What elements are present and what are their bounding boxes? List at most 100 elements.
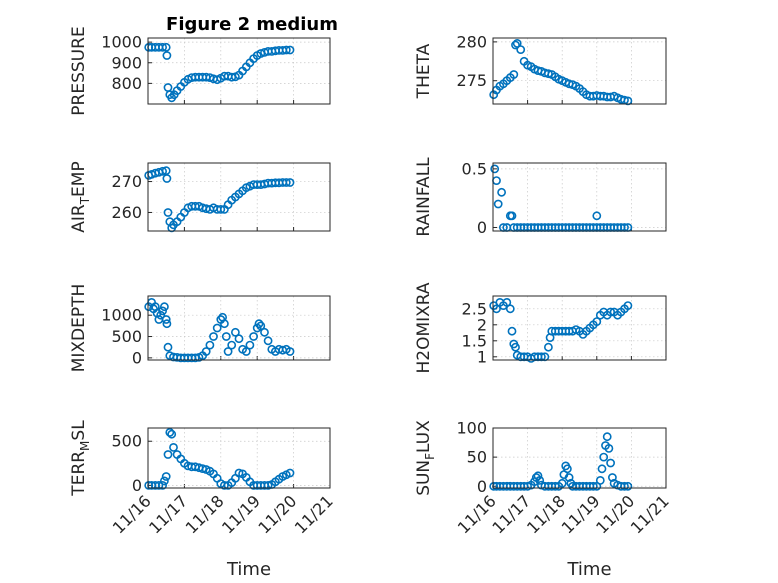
data-point-sun_flux bbox=[563, 464, 572, 474]
y-tick-label: 500 bbox=[111, 327, 142, 346]
data-point-air_temp bbox=[158, 166, 167, 176]
data-point-mixdepth bbox=[212, 323, 222, 333]
data-point-sun_flux bbox=[606, 458, 615, 468]
data-point-h2omixra bbox=[511, 342, 520, 352]
y-label-subscript: T bbox=[78, 196, 92, 205]
data-point-rainfall bbox=[490, 164, 500, 174]
data-point-air_temp bbox=[163, 208, 173, 217]
y-tick-label: 0 bbox=[477, 477, 487, 496]
data-point-sun_flux bbox=[597, 464, 607, 474]
data-point-mixdepth bbox=[254, 319, 264, 329]
data-point-mixdepth bbox=[245, 340, 255, 350]
data-point-h2omixra bbox=[507, 326, 517, 336]
data-point-sun_flux bbox=[602, 432, 612, 442]
data-point-terr_msl bbox=[219, 480, 229, 490]
y-tick-label: 1000 bbox=[101, 306, 142, 325]
data-point-mixdepth bbox=[159, 302, 169, 312]
data-point-sun_flux bbox=[535, 475, 545, 485]
data-point-terr_msl bbox=[263, 480, 273, 490]
axes-frame bbox=[147, 37, 331, 105]
data-point-sun_flux bbox=[595, 475, 605, 485]
y-tick-label: 0 bbox=[132, 476, 142, 495]
y-tick-label: 50 bbox=[467, 448, 487, 467]
figure-title: Figure 2 medium bbox=[166, 14, 338, 35]
data-point-mixdepth bbox=[249, 332, 258, 341]
data-point-theta bbox=[516, 45, 526, 54]
axes-theta: 275 280 THETA bbox=[414, 32, 667, 106]
data-point-pressure bbox=[161, 42, 171, 52]
axes-frame bbox=[147, 295, 331, 361]
data-point-terr_msl bbox=[154, 480, 164, 490]
data-point-h2omixra bbox=[606, 307, 615, 317]
data-point-mixdepth bbox=[205, 340, 215, 350]
y-tick-label: 900 bbox=[111, 53, 142, 72]
axes-rainfall: 0 0.5 RAINFALL bbox=[414, 157, 667, 237]
axes-frame bbox=[147, 427, 331, 489]
data-point-terr_msl bbox=[165, 427, 175, 437]
data-point-h2omixra bbox=[505, 304, 515, 314]
data-point-sun_flux bbox=[623, 481, 633, 491]
y-label-suffix: EMP bbox=[69, 161, 89, 197]
data-point-pressure bbox=[162, 51, 172, 60]
data-point-rainfall bbox=[493, 199, 503, 209]
data-point-air_temp bbox=[162, 174, 172, 183]
data-point-terr_msl bbox=[198, 464, 207, 473]
axes-frame bbox=[492, 295, 667, 361]
y-axis-label: RAINFALL bbox=[414, 157, 434, 237]
y-tick-label: 1000 bbox=[101, 33, 142, 52]
y-axis-label: TERRMSL bbox=[69, 420, 92, 497]
data-point-theta bbox=[511, 40, 520, 50]
data-point-mixdepth bbox=[241, 347, 251, 356]
data-point-mixdepth bbox=[223, 347, 233, 356]
y-label-suffix: SL bbox=[69, 420, 89, 441]
data-point-mixdepth bbox=[162, 319, 172, 329]
data-point-mixdepth bbox=[263, 336, 273, 346]
data-point-mixdepth bbox=[221, 332, 231, 341]
y-tick-label: 500 bbox=[111, 432, 142, 451]
y-tick-label: 270 bbox=[111, 172, 142, 191]
data-point-mixdepth bbox=[219, 319, 229, 329]
data-point-sun_flux bbox=[489, 481, 499, 491]
data-point-rainfall bbox=[497, 187, 506, 197]
x-axis-label: Time bbox=[226, 559, 271, 580]
data-point-mixdepth bbox=[256, 321, 266, 331]
axes-mixdepth: 0 500 1000 MIXDEPTH bbox=[69, 284, 331, 373]
data-point-mixdepth bbox=[161, 315, 171, 324]
data-point-terr_msl bbox=[163, 450, 173, 459]
axes-frame bbox=[147, 162, 331, 232]
data-point-sun_flux bbox=[564, 473, 574, 482]
y-axis-label: MIXDEPTH bbox=[69, 284, 89, 373]
data-point-terr_msl bbox=[234, 468, 244, 478]
y-label-subscript: M bbox=[78, 441, 92, 451]
data-point-sun_flux bbox=[588, 481, 598, 491]
data-point-mixdepth bbox=[158, 306, 167, 316]
data-point-pressure bbox=[158, 42, 167, 52]
axes-frame bbox=[492, 37, 667, 105]
data-point-sun_flux bbox=[620, 481, 629, 491]
data-point-mixdepth bbox=[201, 347, 211, 356]
data-point-terr_msl bbox=[167, 429, 177, 439]
axes-frame bbox=[492, 427, 667, 489]
data-point-sun_flux bbox=[550, 481, 560, 491]
data-point-air_temp bbox=[285, 178, 295, 187]
data-point-h2omixra bbox=[623, 301, 633, 310]
y-axis-label: H2OMIXRA bbox=[414, 282, 434, 373]
data-point-mixdepth bbox=[234, 334, 244, 344]
y-tick-label: 2 bbox=[477, 315, 487, 334]
y-tick-label: 0 bbox=[477, 218, 487, 237]
y-axis-label: PRESSURE bbox=[69, 26, 89, 115]
data-point-h2omixra bbox=[544, 342, 553, 352]
y-label-main: TERR bbox=[69, 451, 89, 497]
data-point-mixdepth bbox=[209, 332, 218, 341]
y-label-main: SUN bbox=[414, 460, 434, 496]
y-label-subscript: F bbox=[423, 453, 437, 460]
data-point-sun_flux bbox=[599, 452, 609, 462]
data-point-air_temp bbox=[216, 204, 226, 214]
data-point-rainfall bbox=[592, 211, 602, 221]
data-point-mixdepth bbox=[227, 340, 237, 350]
y-tick-label: 800 bbox=[111, 74, 142, 93]
axes-frame bbox=[492, 162, 667, 232]
data-point-theta bbox=[544, 69, 553, 79]
